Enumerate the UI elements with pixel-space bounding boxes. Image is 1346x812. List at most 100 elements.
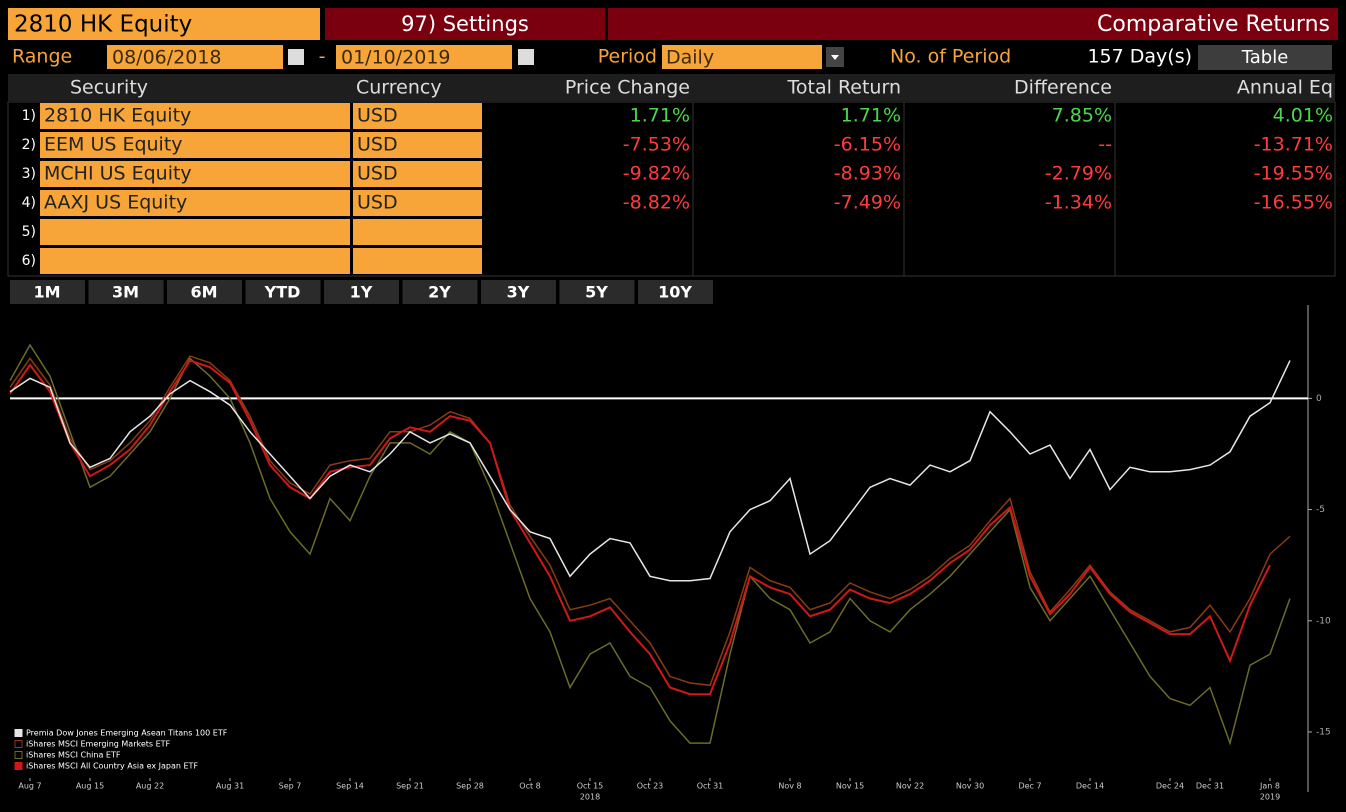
x-tick-label: Oct 23: [637, 782, 664, 791]
x-tick-label: Dec 7: [1018, 782, 1041, 791]
x-tick-label: Dec 14: [1076, 782, 1104, 791]
x-tick-label: Dec 31: [1196, 782, 1224, 791]
security-cell[interactable]: [40, 190, 350, 216]
legend-label: Premia Dow Jones Emerging Asean Titans 1…: [26, 729, 228, 738]
currency: USD: [357, 105, 398, 127]
x-tick-label: Dec 24: [1156, 782, 1184, 791]
range-button[interactable]: [638, 280, 713, 304]
calendar-icon[interactable]: [288, 49, 304, 65]
settings-button[interactable]: [325, 8, 605, 40]
row-number: 3): [22, 166, 36, 182]
security-name: AAXJ US Equity: [44, 192, 187, 214]
currency-cell[interactable]: [353, 132, 482, 158]
start-date: 08/06/2018: [112, 47, 222, 69]
return-value: -7.49%: [834, 192, 901, 214]
return-value: -1.34%: [1045, 192, 1112, 214]
security-cell[interactable]: [40, 132, 350, 158]
row-number: 6): [22, 253, 36, 269]
security-cell[interactable]: [40, 103, 350, 129]
table-button[interactable]: [1198, 45, 1332, 70]
x-tick-label: Jan 8: [1259, 782, 1280, 791]
y-tick-label: -15: [1316, 727, 1331, 737]
return-value: -6.15%: [834, 134, 901, 156]
series-line: [9, 359, 1271, 696]
y-tick-label: 0: [1316, 394, 1322, 404]
x-tick-label: Sep 7: [279, 782, 302, 791]
range-label: Range: [12, 46, 72, 68]
currency-cell[interactable]: [353, 219, 482, 245]
security-cell[interactable]: [40, 219, 350, 245]
num-period: 157 Day(s): [1087, 46, 1192, 68]
column-header: Difference: [1014, 77, 1112, 99]
x-tick-label: Aug 15: [76, 782, 104, 791]
legend-label: iShares MSCI All Country Asia ex Japan E…: [26, 762, 198, 771]
dropdown-glyph: [831, 55, 839, 60]
x-tick-label: Oct 15: [577, 782, 604, 791]
end-date-field[interactable]: [336, 45, 512, 69]
return-value: -7.53%: [623, 134, 690, 156]
calendar-icon[interactable]: [518, 49, 534, 65]
end-date: 01/10/2019: [341, 47, 451, 69]
range-button-label: 5Y: [585, 283, 608, 302]
table-header: [8, 74, 1335, 101]
legend-label: iShares MSCI Emerging Markets ETF: [26, 740, 171, 749]
currency: USD: [357, 134, 398, 156]
start-date-field[interactable]: [107, 45, 283, 69]
currency: USD: [357, 192, 398, 214]
y-tick-label: -10: [1316, 616, 1331, 626]
range-button[interactable]: [324, 280, 399, 304]
range-button[interactable]: [10, 280, 85, 304]
legend-swatch: [14, 729, 23, 737]
return-value: -9.82%: [623, 163, 690, 185]
return-value: -19.55%: [1254, 163, 1333, 185]
range-button-label: 3Y: [507, 283, 530, 302]
range-button[interactable]: [88, 280, 164, 304]
range-button[interactable]: [245, 280, 321, 304]
range-button[interactable]: [167, 280, 242, 304]
range-button[interactable]: [559, 280, 635, 304]
security-cell[interactable]: [40, 248, 350, 274]
legend-swatch: [14, 740, 23, 748]
date-separator: -: [319, 46, 326, 68]
row-number: 1): [22, 108, 36, 124]
range-button[interactable]: [481, 280, 556, 304]
currency-cell[interactable]: [353, 103, 482, 129]
return-value: -16.55%: [1254, 192, 1333, 214]
security-cell[interactable]: [40, 161, 350, 187]
title-bar: [608, 8, 1338, 40]
range-button[interactable]: [402, 280, 478, 304]
range-button-label: 6M: [190, 283, 217, 302]
range-button-label: 2Y: [428, 283, 451, 302]
legend-swatch: [14, 762, 23, 770]
column-header: Total Return: [787, 77, 901, 99]
num-period-label: No. of Period: [890, 46, 1011, 68]
currency-cell[interactable]: [353, 161, 482, 187]
legend-swatch: [14, 751, 23, 759]
security-field[interactable]: [8, 8, 320, 40]
legend-label: iShares MSCI China ETF: [26, 751, 121, 760]
series-line: [9, 355, 1291, 687]
x-tick-label: Nov 22: [896, 782, 924, 791]
row-number: 4): [22, 195, 36, 211]
range-button-label: YTD: [264, 283, 301, 302]
currency-cell[interactable]: [353, 248, 482, 274]
x-tick-label: Sep 28: [456, 782, 484, 791]
row-number: 5): [22, 224, 36, 240]
x-tick-label: Aug 7: [18, 782, 41, 791]
table-body: [7, 101, 1336, 277]
x-tick-label: Nov 30: [956, 782, 984, 791]
year-label: 2019: [1260, 793, 1280, 802]
period-field[interactable]: [662, 45, 822, 69]
title: Comparative Returns: [1097, 12, 1330, 37]
year-label: 2018: [580, 793, 600, 802]
security-name: EEM US Equity: [44, 134, 183, 156]
currency: USD: [357, 163, 398, 185]
return-value: -13.71%: [1254, 134, 1333, 156]
return-value: 1.71%: [630, 105, 690, 127]
y-tick-label: -5: [1316, 505, 1325, 515]
currency-cell[interactable]: [353, 190, 482, 216]
x-tick-label: Sep 14: [336, 782, 364, 791]
x-tick-label: Nov 8: [778, 782, 801, 791]
range-button-label: 3M: [112, 283, 139, 302]
